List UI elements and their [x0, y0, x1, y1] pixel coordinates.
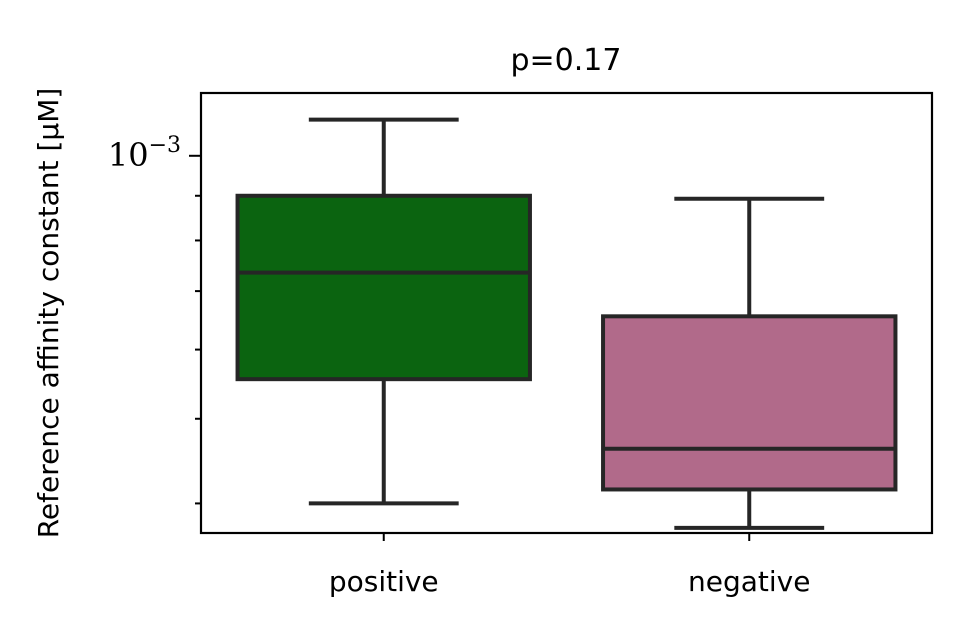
y-tick-label: 10−3 — [108, 133, 181, 174]
y-axis-label: Reference affinity constant [μM] — [32, 88, 65, 539]
plot-frame — [199, 91, 934, 535]
plot-area: positive negative 10−3 — [108, 117, 898, 598]
box-positive — [235, 193, 532, 382]
x-tick-label-negative: negative — [688, 565, 810, 598]
box-negative — [601, 314, 898, 492]
x-tick-label-positive: positive — [329, 565, 439, 598]
chart-title: p=0.17 — [511, 43, 622, 78]
